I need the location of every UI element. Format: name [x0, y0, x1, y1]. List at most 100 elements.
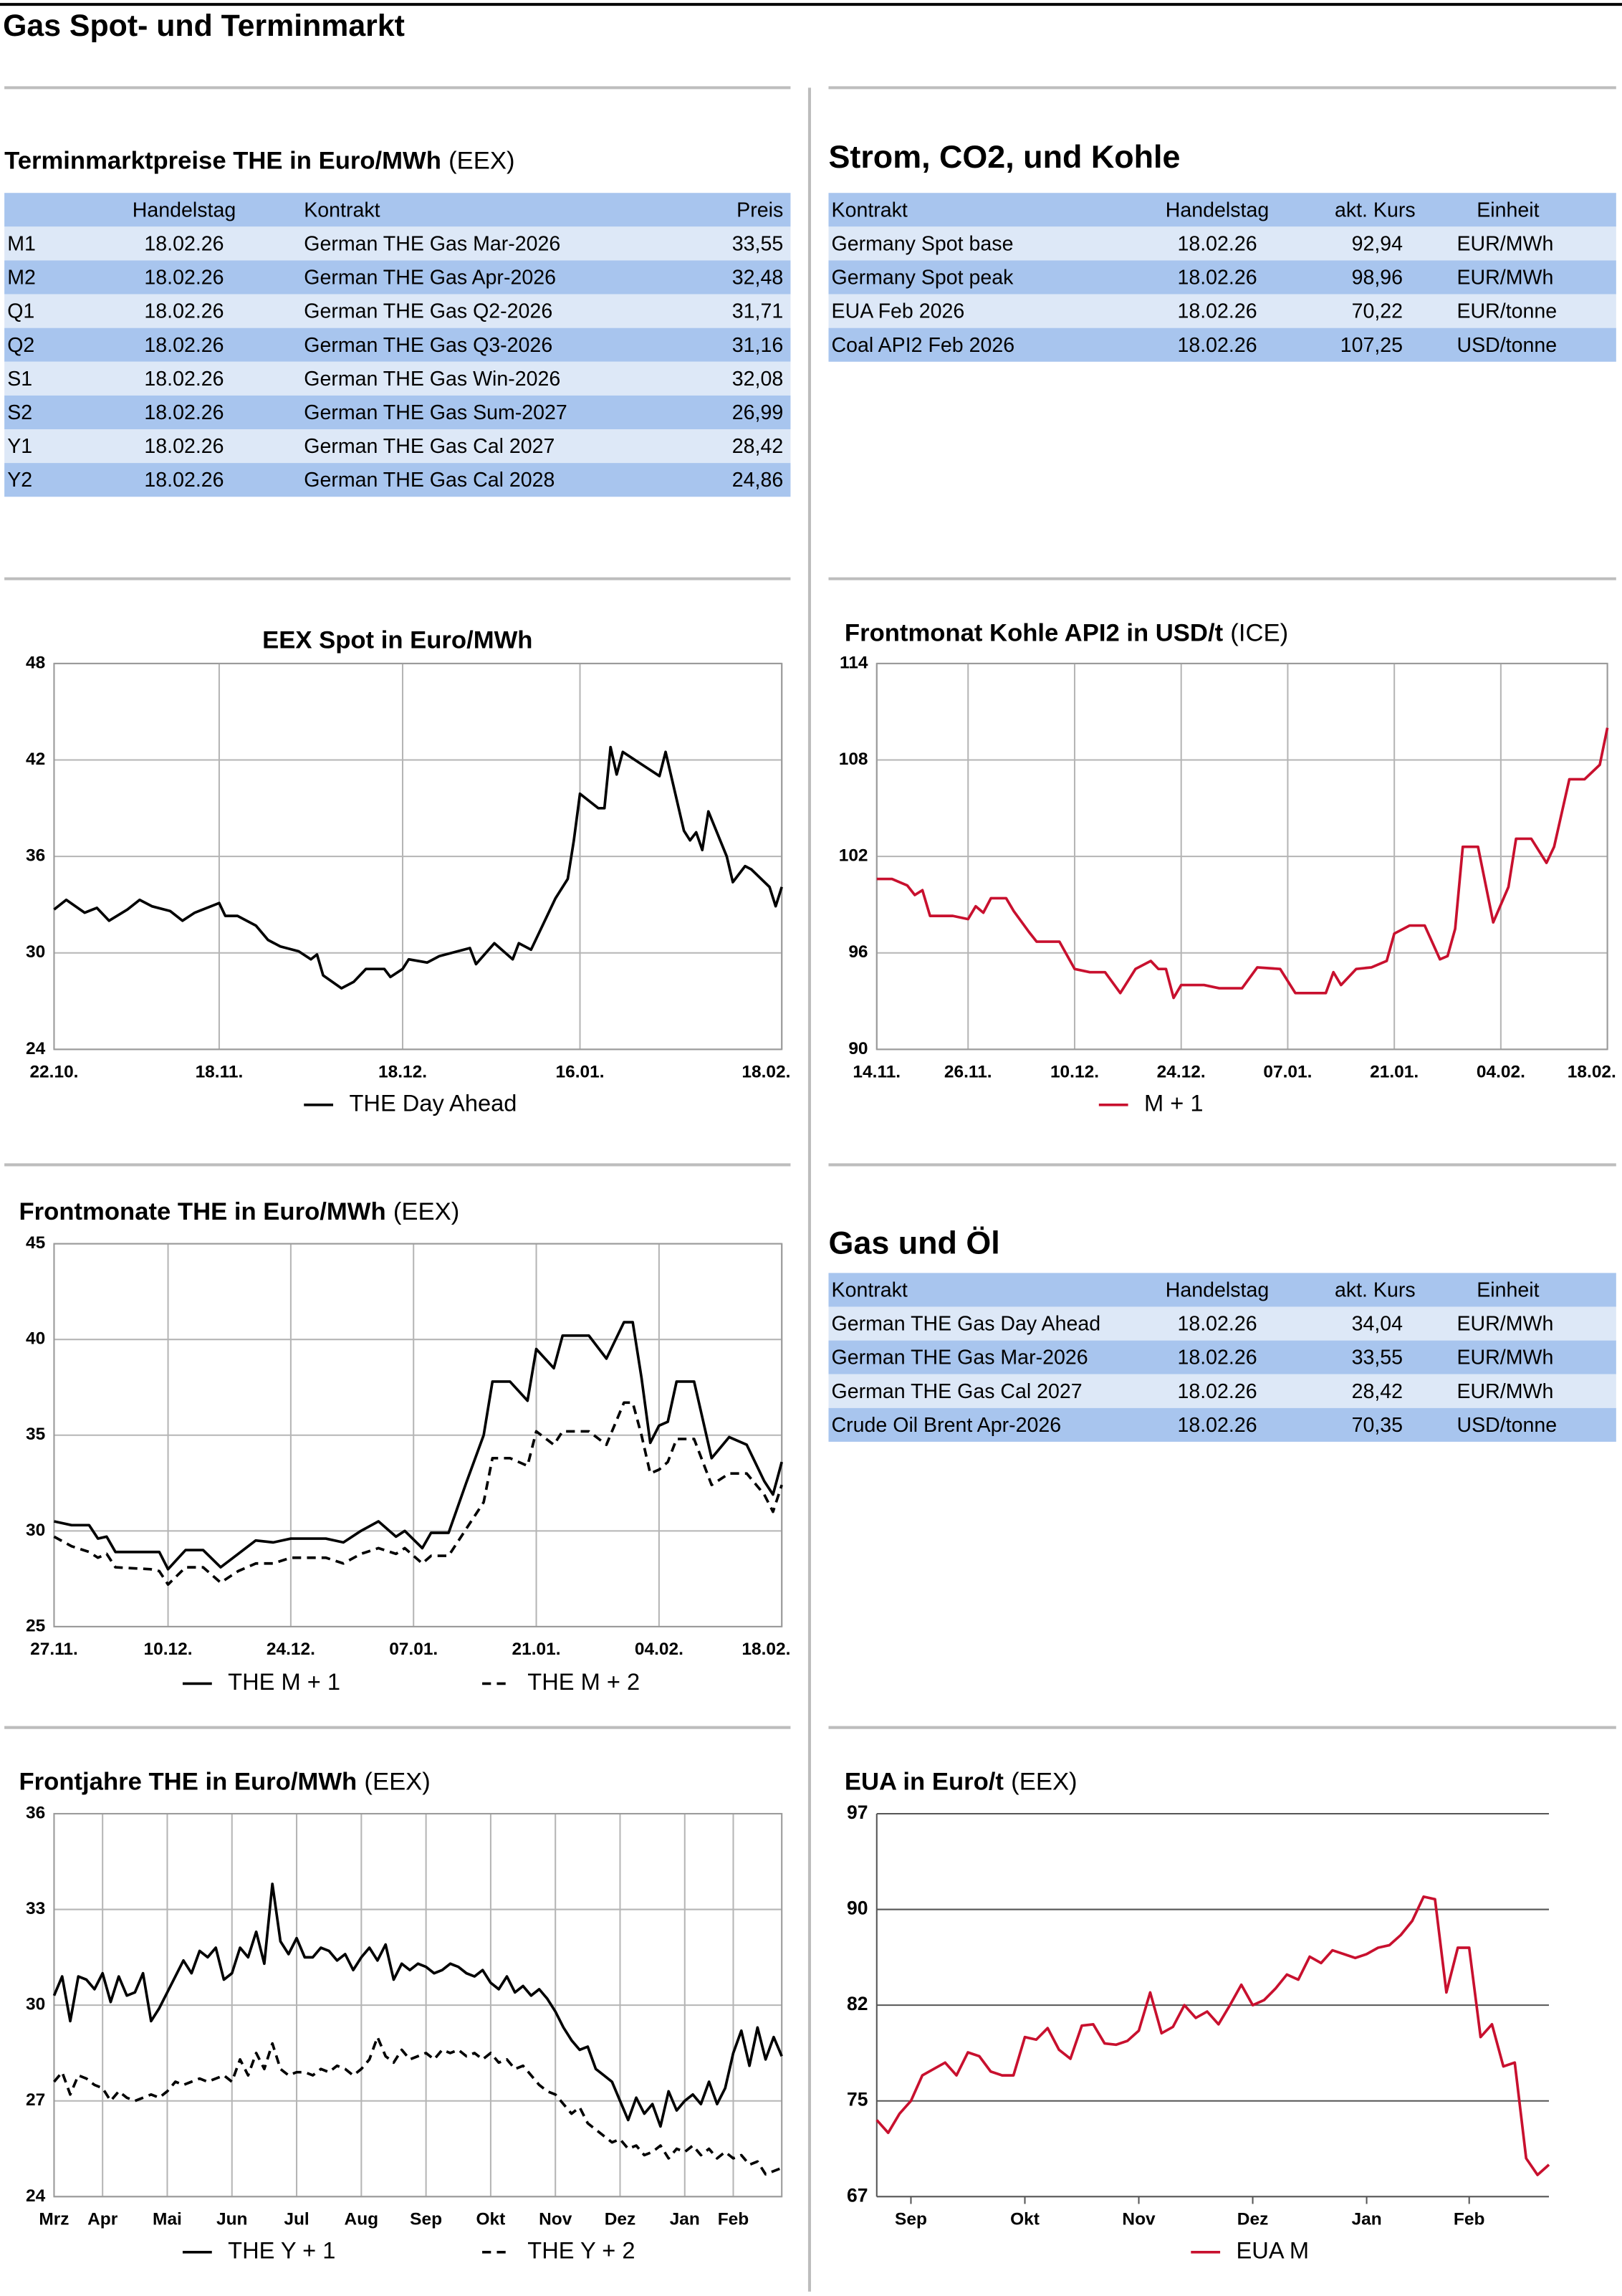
x-tick-label: 26.11.	[944, 1062, 992, 1081]
chart-title: EUA in Euro/t	[845, 1768, 1004, 1795]
table-cell: 31,16	[732, 334, 783, 357]
x-tick-label: 18.11.	[196, 1062, 244, 1081]
y-tick-label: 33	[26, 1899, 45, 1918]
table-cell: EUR/MWh	[1457, 1346, 1554, 1369]
chart-title: EEX Spot in Euro/MWh	[262, 626, 532, 654]
y-tick-label: 30	[26, 1521, 45, 1540]
table-header-row	[828, 1273, 1616, 1307]
table-row	[4, 327, 791, 362]
y-tick-label: 30	[26, 1995, 45, 2014]
table-cell: German THE Gas Sum-2027	[304, 401, 567, 424]
y-tick-label: 25	[26, 1616, 45, 1635]
y-tick-label: 114	[840, 653, 868, 672]
table-cell: 34,04	[1352, 1313, 1403, 1336]
x-tick-label: 21.01.	[1370, 1062, 1419, 1081]
y-tick-label: 30	[26, 942, 45, 962]
y-tick-label: 96	[848, 942, 868, 962]
y-tick-label: 40	[26, 1329, 45, 1349]
y-tick-label: 36	[26, 1803, 45, 1822]
y-tick-label: 42	[26, 750, 45, 769]
table-cell: 18.02.26	[1177, 1346, 1257, 1369]
series-line	[53, 745, 783, 990]
table-cell: EUR/MWh	[1457, 1313, 1554, 1336]
table-cell: 18.02.26	[1177, 1414, 1257, 1437]
x-tick-label: 21.01.	[512, 1640, 561, 1659]
table-row	[4, 260, 791, 295]
legend-label: THE Day Ahead	[349, 1089, 517, 1116]
table-cell: S1	[7, 368, 32, 391]
x-tick-label: Jan	[1351, 2209, 1381, 2229]
table-row	[4, 361, 791, 396]
table-cell: German THE Gas Mar-2026	[304, 232, 560, 255]
table-cell: EUR/MWh	[1457, 232, 1554, 255]
chart-source: (EEX)	[364, 1768, 430, 1795]
table-cell: USD/tonne	[1457, 334, 1558, 357]
series-line	[52, 1883, 783, 2128]
x-tick-label: Jul	[284, 2209, 309, 2229]
chart-title: Frontmonat Kohle API2 in USD/t	[845, 619, 1224, 646]
table-cell: 18.02.26	[1177, 1380, 1257, 1403]
table-source: (EEX)	[448, 148, 514, 175]
legend-label: THE Y + 2	[527, 2237, 635, 2263]
table-cell: Germany Spot peak	[832, 267, 1014, 290]
table-header-cell: akt. Kurs	[1335, 1279, 1416, 1302]
y-tick-label: 24	[26, 1039, 46, 1058]
table-cell: Crude Oil Brent Apr-2026	[832, 1414, 1062, 1437]
table-cell: 26,99	[732, 401, 783, 424]
table-cell: 18.02.26	[144, 232, 224, 255]
x-tick-label: 18.02.	[1568, 1062, 1616, 1081]
x-tick-label: Feb	[718, 2209, 749, 2229]
x-tick-label: 18.12.	[378, 1062, 427, 1081]
table-row	[828, 1306, 1616, 1341]
table-cell: M2	[7, 267, 36, 290]
table-cell: 33,55	[1352, 1346, 1403, 1369]
chart-title: Frontjahre THE in Euro/MWh	[19, 1768, 357, 1795]
table-cell: 32,48	[732, 267, 783, 290]
x-tick-label: 07.01.	[1263, 1062, 1312, 1081]
series-line	[53, 2035, 782, 2176]
table-header-cell: Handelstag	[1166, 1279, 1269, 1302]
y-tick-label: 97	[847, 1802, 868, 1823]
series-line	[54, 1321, 783, 1571]
x-tick-label: 10.12.	[1050, 1062, 1099, 1081]
legend-label: THE M + 1	[228, 1668, 340, 1695]
table-cell: Y1	[7, 435, 32, 458]
table-row	[828, 1340, 1616, 1374]
table-cell: German THE Gas Cal 2028	[304, 469, 555, 492]
table-cell: 18.02.26	[144, 469, 224, 492]
table-cell: 18.02.26	[144, 368, 224, 391]
y-tick-label: 102	[839, 846, 868, 866]
table-cell: 18.02.26	[144, 300, 224, 323]
table-cell: 31,71	[732, 300, 783, 323]
y-tick-label: 35	[26, 1425, 45, 1444]
table-cell: 28,42	[732, 435, 783, 458]
table-header-cell: Kontrakt	[832, 198, 908, 221]
x-tick-label: 24.12.	[1157, 1062, 1206, 1081]
table-cell: EUR/tonne	[1457, 300, 1558, 323]
table-cell: 107,25	[1340, 334, 1403, 357]
table-cell: Coal API2 Feb 2026	[832, 334, 1015, 357]
series-line	[876, 727, 1609, 1000]
x-tick-label: Nov	[1122, 2209, 1156, 2229]
table-cell: Germany Spot base	[832, 232, 1014, 255]
legend-label: EUA M	[1237, 2237, 1310, 2263]
x-tick-label: 27.11.	[30, 1640, 78, 1659]
page-title: Gas Spot- und Terminmarkt	[3, 9, 405, 43]
x-tick-label: 14.11.	[853, 1062, 901, 1081]
table-row	[828, 294, 1616, 328]
table-row	[828, 1374, 1616, 1408]
table-cell: German THE Gas Win-2026	[304, 368, 560, 391]
table-cell: German THE Gas Q2-2026	[304, 300, 552, 323]
table-cell: German THE Gas Apr-2026	[304, 267, 556, 290]
y-tick-label: 108	[839, 750, 868, 769]
plot-frame	[53, 1243, 783, 1627]
table-cell: German THE Gas Cal 2027	[832, 1380, 1083, 1403]
y-tick-label: 90	[847, 1898, 868, 1919]
series-line	[875, 1895, 1550, 2176]
table-row	[828, 327, 1616, 362]
table-cell: 18.02.26	[1177, 334, 1257, 357]
table-cell: M1	[7, 232, 36, 255]
y-tick-label: 75	[847, 2089, 868, 2110]
